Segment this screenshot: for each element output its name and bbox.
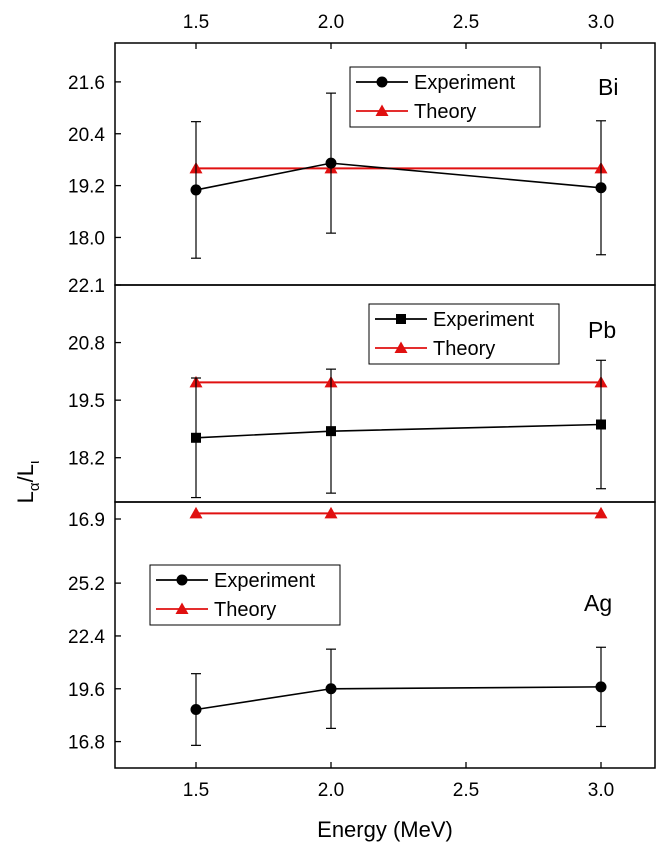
y-tick-label: 25.2 xyxy=(68,574,105,595)
experiment-point xyxy=(595,681,607,693)
element-label: Bi xyxy=(598,74,618,100)
legend-label: Theory xyxy=(414,101,476,123)
top-x-tick-label: 1.5 xyxy=(183,12,209,33)
bottom-axis: 1.5 2.0 2.5 3.0 xyxy=(183,762,614,801)
experiment-point xyxy=(191,432,201,443)
chart-panels: 18.0 19.2 20.4 21.6 Experiment Theory Bi 18.2 19… xyxy=(68,42,656,769)
y-tick-label: 22.4 xyxy=(68,627,105,648)
experiment-line xyxy=(195,686,602,711)
panel-pb: 18.2 19.5 20.8 22.1 Experiment Theory Pb xyxy=(68,276,656,503)
legend: Experiment Theory xyxy=(368,303,560,365)
experiment-line xyxy=(195,162,602,191)
y-tick-label: 16.9 xyxy=(68,510,105,531)
y-axis-label-main: L xyxy=(13,491,38,503)
element-label: Ag xyxy=(584,590,612,616)
theory-point xyxy=(189,506,203,519)
top-x-tick-label: 2.0 xyxy=(318,12,344,33)
legend-label: Experiment xyxy=(414,72,516,94)
y-tick-label: 19.2 xyxy=(68,177,105,198)
element-label: Pb xyxy=(588,317,616,343)
top-x-tick-label: 3.0 xyxy=(588,12,614,33)
y-tick-label: 19.5 xyxy=(68,391,105,412)
bottom-x-tick-label: 2.0 xyxy=(318,780,344,801)
theory-point xyxy=(324,506,338,519)
experiment-point xyxy=(596,419,606,430)
legend: Experiment Theory xyxy=(149,564,341,626)
top-axis: 1.5 2.0 2.5 3.0 xyxy=(183,12,614,49)
y-axis-label: Lα/Lι xyxy=(13,461,43,504)
bottom-x-tick-label: 1.5 xyxy=(183,780,209,801)
legend-marker xyxy=(376,76,388,88)
legend-label: Experiment xyxy=(433,309,535,331)
experiment-point xyxy=(595,182,607,194)
y-tick-label: 19.6 xyxy=(68,680,105,701)
legend-marker xyxy=(175,602,189,614)
y-tick-label: 20.8 xyxy=(68,334,105,355)
bottom-x-tick-label: 2.5 xyxy=(453,780,479,801)
y-axis-label-mid: /L xyxy=(13,464,38,482)
legend-box xyxy=(349,66,541,128)
y-tick-label: 20.4 xyxy=(68,125,105,146)
experiment-line xyxy=(195,423,602,439)
legend-marker xyxy=(375,104,389,116)
theory-point xyxy=(594,506,608,519)
legend-label: Experiment xyxy=(214,570,316,592)
y-tick-label: 22.1 xyxy=(68,276,105,297)
panel-bi: 18.0 19.2 20.4 21.6 Experiment Theory Bi xyxy=(68,42,656,286)
experiment-point xyxy=(190,704,202,716)
legend-marker xyxy=(176,574,188,586)
experiment-point xyxy=(326,426,336,437)
bottom-x-tick-label: 3.0 xyxy=(588,780,614,801)
y-tick-label: 18.0 xyxy=(68,228,105,249)
experiment-point xyxy=(325,157,337,169)
y-tick-label: 16.8 xyxy=(68,733,105,754)
legend-label: Theory xyxy=(214,599,276,621)
y-axis-label-sub2: ι xyxy=(26,461,43,464)
legend-marker xyxy=(394,341,408,353)
panel-ag: 16.8 19.6 22.4 25.2 16.9 Experiment Theory Ag xyxy=(68,501,656,769)
experiment-point xyxy=(325,683,337,695)
y-axis-label-sub1: α xyxy=(26,482,43,491)
experiment-point xyxy=(190,184,202,196)
legend: Experiment Theory xyxy=(349,66,541,128)
legend-marker xyxy=(396,314,406,324)
top-x-tick-label: 2.5 xyxy=(453,12,479,33)
x-axis-label: Energy (MeV) xyxy=(317,817,453,842)
y-tick-label: 18.2 xyxy=(68,449,105,470)
y-tick-label: 21.6 xyxy=(68,73,105,94)
legend-label: Theory xyxy=(433,338,495,360)
panel-frame xyxy=(114,501,656,769)
